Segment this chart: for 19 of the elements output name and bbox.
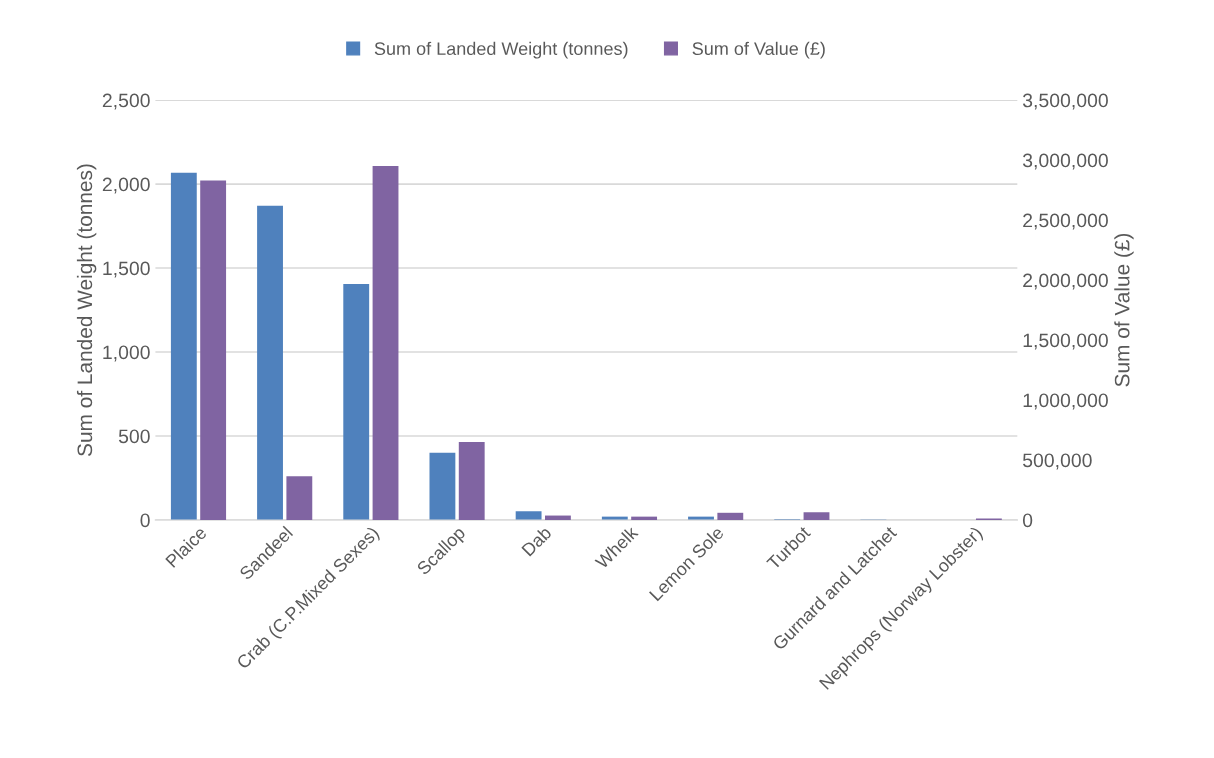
y-tick-label: 2,000	[102, 177, 150, 194]
y-tick-label: 2,500	[102, 93, 150, 110]
y-tick-label: 0	[140, 513, 150, 528]
y2-tick-label: 2,000,000	[1023, 273, 1108, 290]
y-tick-label: 1,500	[103, 261, 150, 278]
y2-tick-label: 1,500,000	[1023, 333, 1108, 350]
y2-tick-label: 1,000,000	[1023, 393, 1108, 410]
y2-tick-label: 500,000	[1022, 453, 1092, 470]
y-axis-title: Sum of Landed Weight (tonnes)	[76, 164, 97, 456]
x-tick-label: Dab	[520, 525, 553, 557]
y2-axis-title: Sum of Value (£)	[1114, 233, 1134, 387]
y-tick-label: 500	[118, 429, 150, 444]
legend-label: Sum of Value (£)	[692, 41, 825, 59]
y-tick-label: 1,000	[103, 345, 150, 362]
y2-tick-label: 2,500,000	[1023, 213, 1108, 230]
y2-tick-label: 0	[1022, 513, 1033, 528]
y2-tick-label: 3,000,000	[1022, 153, 1108, 170]
legend-label: Sum of Landed Weight (tonnes)	[374, 41, 628, 59]
y2-tick-label: 3,500,000	[1022, 93, 1108, 110]
